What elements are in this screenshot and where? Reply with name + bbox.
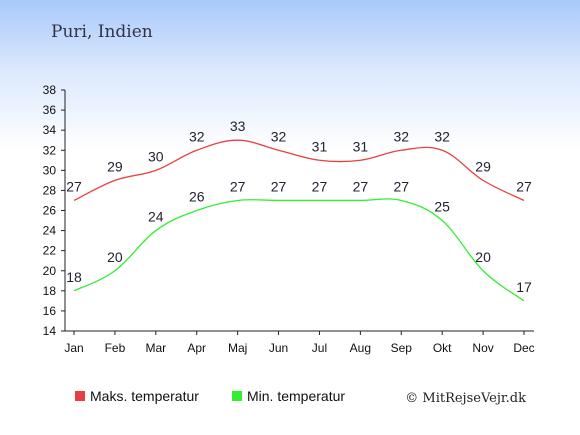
- y-tick-label: 28: [43, 183, 57, 197]
- data-label: 27: [312, 178, 328, 194]
- data-label: 20: [107, 249, 123, 265]
- y-tick-label: 32: [43, 143, 57, 157]
- y-tick-label: 14: [43, 324, 57, 338]
- x-tick-label: Aug: [350, 341, 371, 355]
- series-line-max: [73, 139, 525, 202]
- data-label: 27: [516, 178, 532, 194]
- data-label: 32: [189, 128, 205, 144]
- y-tick-label: 18: [43, 284, 57, 298]
- data-label: 30: [148, 148, 164, 164]
- data-label: 31: [353, 138, 369, 154]
- data-label: 33: [230, 118, 246, 134]
- data-label: 24: [148, 209, 164, 225]
- x-tick-label: Jul: [312, 341, 327, 355]
- data-label: 17: [516, 279, 532, 295]
- x-tick-label: Mar: [145, 341, 166, 355]
- legend-label: Maks. temperatur: [90, 388, 199, 404]
- legend-swatch: [232, 391, 242, 401]
- y-tick-label: 22: [43, 244, 57, 258]
- data-label: 29: [475, 158, 491, 174]
- data-label: 27: [230, 178, 246, 194]
- data-label: 32: [393, 128, 409, 144]
- axes: 14 16 18 20 22 24 26 28 30 32 34 36 38 Jan Feb Mar Apr Ma…: [43, 83, 535, 355]
- y-tick-label: 38: [43, 83, 57, 97]
- x-tick-label: Nov: [472, 341, 493, 355]
- x-tick-label: Feb: [105, 341, 126, 355]
- x-tick-label: Apr: [187, 341, 206, 355]
- y-tick-label: 30: [43, 163, 57, 177]
- data-label: 27: [66, 178, 82, 194]
- data-labels: 27 29 30 32 33 32 31 31 32 32 29 27 18 20 24 26 27 27 27 27…: [66, 118, 532, 295]
- legend-swatch: [75, 391, 85, 401]
- y-tick-label: 24: [43, 224, 57, 238]
- y-tick-label: 16: [43, 304, 57, 318]
- data-label: 32: [434, 128, 450, 144]
- data-label: 27: [271, 178, 287, 194]
- data-label: 20: [475, 249, 491, 265]
- data-label: 26: [189, 189, 205, 205]
- y-tick-label: 34: [43, 123, 57, 137]
- y-tick-label: 36: [43, 103, 57, 117]
- data-label: 18: [66, 269, 82, 285]
- y-tick-label: 20: [43, 264, 57, 278]
- data-label: 32: [271, 128, 287, 144]
- data-label: 27: [393, 178, 409, 194]
- legend: Maks. temperatur Min. temperatur: [75, 388, 345, 404]
- chart-title: Puri, Indien: [51, 22, 153, 42]
- x-tick-label: Jun: [269, 341, 288, 355]
- copyright-text: © MitRejseVejr.dk: [405, 391, 526, 406]
- series-line-min: [73, 198, 525, 302]
- data-label: 29: [107, 158, 123, 174]
- y-tick-label: 26: [43, 204, 57, 218]
- series-lines: [73, 139, 525, 302]
- data-label: 31: [312, 138, 328, 154]
- data-label: 27: [353, 178, 369, 194]
- x-tick-label: Jan: [64, 341, 83, 355]
- x-tick-label: Dec: [513, 341, 534, 355]
- legend-label: Min. temperatur: [247, 388, 345, 404]
- x-tick-label: Sep: [391, 341, 413, 355]
- x-tick-label: Okt: [433, 341, 452, 355]
- x-tick-label: Maj: [228, 341, 247, 355]
- data-label: 25: [434, 199, 450, 215]
